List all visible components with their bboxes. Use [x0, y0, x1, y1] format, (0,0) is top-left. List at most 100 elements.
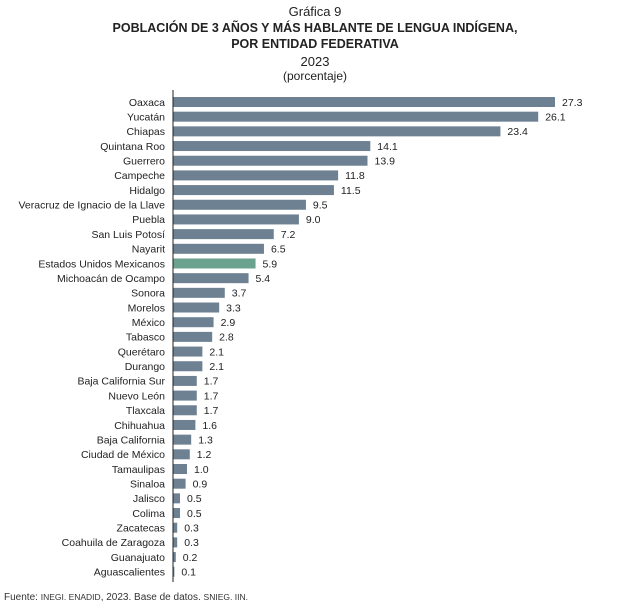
value-label: 6.5: [271, 244, 286, 256]
bar: [173, 229, 274, 240]
value-label: 3.3: [226, 302, 241, 314]
category-label: Jalisco: [133, 493, 165, 505]
category-label: San Luis Potosí: [91, 229, 165, 241]
value-label: 5.9: [263, 258, 278, 270]
value-label: 11.8: [345, 170, 365, 182]
value-label: 1.7: [204, 405, 219, 417]
value-label: 23.4: [507, 126, 528, 138]
category-label: Nayarit: [132, 244, 165, 256]
category-label: Nuevo León: [108, 390, 165, 402]
bar: [173, 449, 190, 460]
value-label: 5.4: [256, 273, 271, 285]
category-label: Durango: [125, 361, 165, 373]
category-label: Aguascalientes: [94, 567, 165, 579]
bar: [173, 199, 306, 210]
bar: [173, 552, 176, 563]
value-label: 0.2: [183, 552, 198, 564]
category-label: Yucatán: [127, 111, 165, 123]
chart-title-line-1: POBLACIÓN DE 3 AÑOS Y MÁS HABLANTE DE LE…: [112, 21, 518, 35]
category-label: Baja California Sur: [77, 376, 165, 388]
category-label: Colima: [132, 508, 165, 520]
chart-title: POBLACIÓN DE 3 AÑOS Y MÁS HABLANTE DE LE…: [0, 20, 630, 52]
category-label: Morelos: [128, 302, 165, 314]
value-label: 13.9: [374, 156, 395, 168]
value-label: 1.0: [194, 464, 209, 476]
bar: [173, 97, 555, 107]
bar: [173, 273, 249, 284]
bar: [173, 361, 203, 372]
bar: [173, 126, 501, 137]
source-prefix: Fuente:: [4, 592, 41, 603]
bar: [173, 405, 197, 416]
value-label: 1.2: [197, 449, 212, 461]
value-label: 2.9: [221, 317, 236, 329]
value-label: 0.3: [184, 523, 199, 535]
value-label: 27.3: [562, 97, 583, 109]
bar: [173, 346, 203, 357]
bar: [173, 493, 180, 504]
source-ref: SNIEG. IIN.: [203, 592, 248, 602]
bar: [173, 434, 192, 445]
category-label: Campeche: [114, 170, 165, 182]
category-label: Tabasco: [126, 332, 165, 344]
bar: [173, 331, 213, 342]
value-label: 1.3: [198, 434, 213, 446]
bar: [173, 478, 186, 489]
value-label: 2.8: [219, 332, 234, 344]
bar: [173, 419, 196, 430]
category-label: Guerrero: [123, 156, 165, 168]
value-label: 1.7: [204, 376, 219, 388]
value-label: 14.1: [377, 141, 398, 153]
bar: [173, 287, 225, 298]
category-label: México: [132, 317, 165, 329]
bar: [173, 111, 539, 122]
chart-unit: (porcentaje): [282, 69, 348, 83]
value-label: 1.7: [204, 390, 219, 402]
category-label: Querétaro: [118, 346, 165, 358]
category-label: Ciudad de México: [81, 449, 165, 461]
bar: [173, 390, 197, 401]
category-label: Sinaloa: [130, 478, 165, 490]
source-mid: , 2023. Base de datos.: [100, 592, 204, 603]
value-label: 1.6: [202, 420, 217, 432]
bar: [173, 375, 197, 386]
value-label: 0.5: [187, 508, 202, 520]
value-label: 0.5: [187, 493, 202, 505]
bar: [173, 214, 299, 225]
bar: [173, 464, 187, 474]
bar: [173, 155, 368, 166]
category-label: Coahuila de Zaragoza: [62, 537, 165, 549]
bar: [173, 317, 214, 328]
category-label: Tamaulipas: [112, 464, 165, 476]
category-label: Tlaxcala: [126, 405, 165, 417]
category-label: Guanajuato: [111, 552, 165, 564]
bar-chart: Oaxaca 27.3 Yucatán 26.1 Chiapas 23.4 Quintana…: [18, 90, 583, 582]
category-label: Baja California: [97, 434, 165, 446]
value-label: 2.1: [209, 346, 224, 358]
category-label: Michoacán de Ocampo: [57, 273, 165, 285]
source-note: Fuente: INEGI. ENADID, 2023. Base de dat…: [4, 592, 248, 603]
value-label: 7.2: [281, 229, 296, 241]
category-label: Veracruz de Ignacio de la Llave: [18, 200, 165, 212]
bar: [173, 141, 371, 152]
category-label: Oaxaca: [129, 97, 165, 109]
value-label: 26.1: [545, 111, 566, 123]
bar: [173, 537, 178, 548]
value-label: 11.5: [341, 185, 361, 197]
chart-number-label: Gráfica 9: [288, 4, 342, 19]
bar: [173, 566, 175, 577]
category-label: Quintana Roo: [100, 141, 165, 153]
bar: [173, 508, 180, 519]
value-label: 9.0: [306, 214, 321, 226]
category-label: Zacatecas: [117, 523, 165, 535]
value-label: 0.9: [193, 478, 208, 490]
category-label: Chihuahua: [114, 420, 165, 432]
chart-year: 2023: [300, 54, 330, 69]
category-label: Chiapas: [126, 126, 165, 138]
category-label: Sonora: [131, 288, 165, 300]
value-label: 9.5: [313, 200, 328, 212]
bar: [173, 185, 334, 196]
bar: [173, 170, 339, 181]
bar: [173, 522, 178, 533]
bar: [173, 243, 264, 254]
